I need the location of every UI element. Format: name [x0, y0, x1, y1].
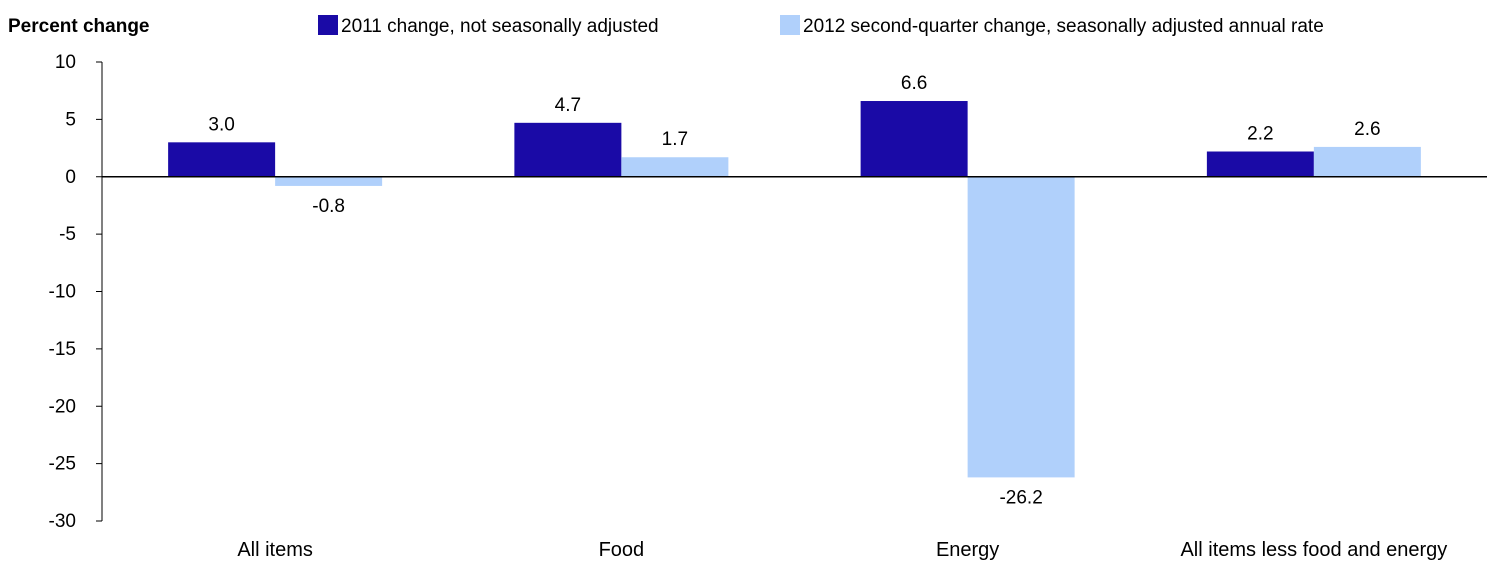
y-tick-label: -25: [49, 454, 76, 475]
y-tick-label: -5: [59, 224, 76, 245]
legend: 2011 change, not seasonally adjusted 201…: [318, 15, 1324, 37]
data-label: 2.6: [1354, 119, 1380, 140]
y-axis-title: Percent change: [8, 16, 150, 37]
bar-2011: [168, 142, 276, 177]
data-label: 6.6: [901, 73, 927, 94]
data-label: 1.7: [662, 129, 688, 150]
bar-2011: [860, 101, 968, 177]
y-tick-label: -15: [49, 339, 76, 360]
bar-2012q2: [1313, 146, 1421, 177]
y-tick-label: -20: [49, 396, 76, 417]
bar-2012q2: [621, 157, 729, 177]
y-tick-label: -30: [49, 511, 76, 532]
x-category-label: All items less food and energy: [1180, 539, 1447, 561]
x-category-label: All items: [237, 539, 313, 561]
legend-swatch-2011: [318, 15, 338, 35]
data-label: 4.7: [555, 95, 581, 116]
data-label: -26.2: [999, 487, 1042, 508]
data-label: 3.0: [208, 114, 234, 135]
data-labels: 3.0 -0.8 All items 4.7 1.7 Food 6.6 -26.2 Energy…: [102, 73, 1487, 561]
legend-swatch-2012: [780, 15, 800, 35]
bar-2012q2: [275, 176, 383, 186]
bars: [168, 101, 1421, 478]
bar-2011: [514, 122, 622, 177]
y-tick-label: -10: [49, 282, 76, 303]
y-tick-label: 10: [55, 52, 76, 73]
bar-2011: [1206, 151, 1314, 177]
bar-2012q2: [967, 176, 1075, 478]
legend-label-2012: 2012 second-quarter change, seasonally a…: [803, 16, 1324, 37]
y-tick-label: 0: [65, 167, 76, 188]
x-category-label: Energy: [936, 539, 999, 561]
axes: 10 5 0 -5 -10 -15 -20 -25 -30: [49, 52, 103, 532]
data-label: -0.8: [312, 196, 345, 217]
data-label: 2.2: [1247, 124, 1273, 145]
legend-label-2011: 2011 change, not seasonally adjusted: [341, 16, 659, 37]
y-tick-label: 5: [65, 109, 76, 130]
x-category-label: Food: [599, 539, 645, 561]
